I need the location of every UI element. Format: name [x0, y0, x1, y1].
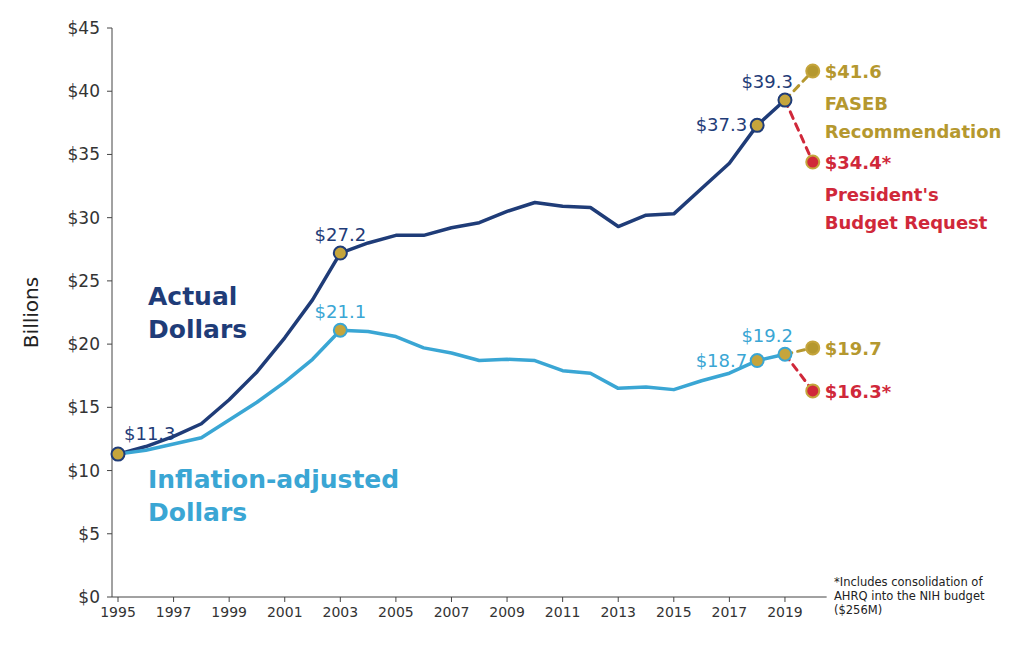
y-tick	[107, 154, 112, 155]
series-name-line: Dollars	[148, 315, 247, 344]
y-tick	[107, 407, 112, 408]
x-tick	[284, 597, 285, 602]
y-tick	[107, 597, 112, 598]
x-tick	[229, 597, 230, 602]
x-tick-label: 2001	[267, 604, 303, 620]
x-tick-label: 2007	[434, 604, 470, 620]
x-tick-label: 2011	[545, 604, 581, 620]
x-axis-line	[112, 597, 827, 598]
series-name-line: Dollars	[148, 498, 247, 527]
series-line	[118, 100, 785, 454]
data-point	[806, 156, 819, 169]
x-tick	[507, 597, 508, 602]
series-name: President's Budget Request	[825, 184, 988, 233]
series-name: Inflation-adjusted Dollars	[148, 465, 399, 527]
y-axis-line	[112, 28, 113, 597]
data-point	[806, 341, 819, 354]
y-tick-label: $35	[68, 144, 100, 164]
y-tick-label: $10	[68, 461, 100, 481]
series-name-line: Actual	[148, 282, 237, 311]
y-tick-label: $15	[68, 397, 100, 417]
y-tick-label: $20	[68, 334, 100, 354]
x-tick-label: 1995	[100, 604, 136, 620]
data-point	[806, 64, 819, 77]
y-axis-label: Billions	[19, 277, 43, 348]
y-tick	[107, 280, 112, 281]
data-point	[778, 94, 791, 107]
x-tick	[451, 597, 452, 602]
x-tick	[618, 597, 619, 602]
series-name-line: Inflation-adjusted	[148, 465, 399, 494]
x-tick	[173, 597, 174, 602]
data-label: $34.4*	[825, 152, 892, 173]
data-label: $19.2	[741, 325, 793, 346]
y-tick-label: $45	[68, 18, 100, 38]
data-label: $11.3	[124, 423, 176, 444]
data-point	[334, 324, 347, 337]
x-tick	[340, 597, 341, 602]
data-label: $16.3*	[825, 381, 892, 402]
data-label: $41.6	[825, 61, 882, 82]
x-tick-label: 2003	[322, 604, 358, 620]
y-tick	[107, 217, 112, 218]
series-line	[785, 100, 813, 162]
series-name: Actual Dollars	[148, 282, 247, 344]
y-tick	[107, 344, 112, 345]
y-tick-label: $30	[68, 208, 100, 228]
data-label: $21.1	[315, 301, 367, 322]
footnote: *Includes consolidation of	[834, 575, 983, 589]
y-tick	[107, 28, 112, 29]
y-tick	[107, 533, 112, 534]
data-label: $18.7	[696, 350, 748, 371]
x-tick-label: 2005	[378, 604, 414, 620]
labels: $11.3 $27.2 $37.3 $39.3 $21.1 $18.7 $19.2 $41.6…	[124, 61, 1001, 527]
chart: $0 $5 $10 $15 $20 $25 $30 $35 $40 $45 1995 1997 1999…	[0, 0, 1024, 672]
data-point	[778, 348, 791, 361]
x-tick-label: 2013	[600, 604, 636, 620]
x-tick-label: 1997	[156, 604, 192, 620]
y-tick-label: $40	[68, 81, 100, 101]
x-tick	[562, 597, 563, 602]
data-point	[806, 384, 819, 397]
series-name: FASEB Recommendation	[825, 93, 1002, 142]
x-tick-label: 1999	[211, 604, 247, 620]
x-tick	[395, 597, 396, 602]
series-name-line: Budget Request	[825, 212, 988, 233]
x-tick-label: 2015	[656, 604, 692, 620]
series-name-line: Recommendation	[825, 121, 1002, 142]
data-label: $19.7	[825, 338, 882, 359]
data-label: $27.2	[315, 224, 367, 245]
y-tick-label: $5	[78, 524, 100, 544]
x-tick	[118, 597, 119, 602]
y-tick	[107, 470, 112, 471]
plot-area	[112, 64, 820, 460]
x-tick	[784, 597, 785, 602]
y-tick	[107, 91, 112, 92]
data-point	[112, 448, 125, 461]
x-tick	[729, 597, 730, 602]
footnote: ($256M)	[834, 603, 882, 617]
data-point	[334, 247, 347, 260]
x-tick-label: 2019	[767, 604, 803, 620]
x-tick-label: 2009	[489, 604, 525, 620]
x-tick-label: 2017	[712, 604, 748, 620]
footnote: AHRQ into the NIH budget	[834, 589, 985, 603]
data-point	[751, 354, 764, 367]
series-line	[118, 330, 785, 454]
x-tick	[673, 597, 674, 602]
y-tick-label: $25	[68, 271, 100, 291]
data-label: $37.3	[696, 114, 748, 135]
data-label: $39.3	[741, 71, 793, 92]
y-tick-label: $0	[78, 587, 100, 607]
series-name-line: FASEB	[825, 93, 888, 114]
data-point	[751, 119, 764, 132]
series-name-line: President's	[825, 184, 939, 205]
axes: $0 $5 $10 $15 $20 $25 $30 $35 $40 $45 1995 1997 1999…	[68, 18, 827, 620]
chart-container: $0 $5 $10 $15 $20 $25 $30 $35 $40 $45 1995 1997 1999…	[0, 0, 1024, 672]
